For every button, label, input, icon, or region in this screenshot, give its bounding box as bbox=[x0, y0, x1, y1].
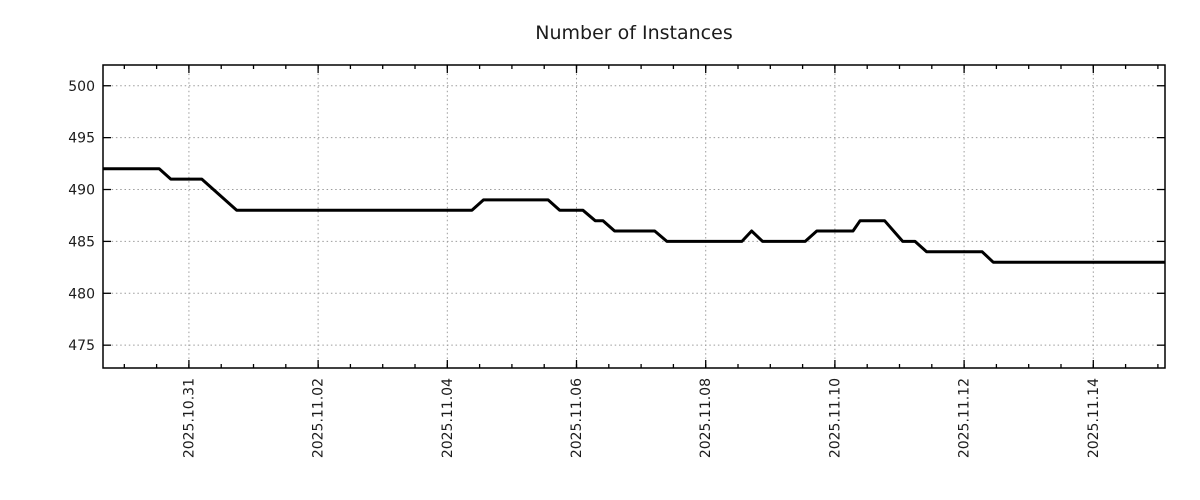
plot-border bbox=[102, 64, 1166, 369]
y-tick-label: 500 bbox=[68, 79, 95, 95]
x-tick-label: 2025.11.06 bbox=[569, 378, 585, 458]
x-tick-label: 2025.11.10 bbox=[827, 378, 843, 458]
x-tick-label: 2025.11.14 bbox=[1086, 378, 1102, 458]
x-tick-label: 2025.11.02 bbox=[311, 378, 327, 458]
chart-title: Number of Instances bbox=[535, 22, 732, 44]
x-tick-label: 2025.10.31 bbox=[181, 378, 197, 458]
y-tick-label: 490 bbox=[68, 183, 95, 199]
y-tick-label: 475 bbox=[68, 338, 95, 354]
x-tick-label: 2025.11.08 bbox=[698, 378, 714, 458]
series-line bbox=[103, 167, 1165, 264]
y-tick-label: 495 bbox=[68, 131, 95, 147]
y-tick-label: 485 bbox=[68, 234, 95, 250]
x-tick-label: 2025.11.04 bbox=[440, 378, 456, 458]
x-tick-label: 2025.11.12 bbox=[957, 378, 973, 458]
y-tick-label: 480 bbox=[68, 286, 95, 302]
